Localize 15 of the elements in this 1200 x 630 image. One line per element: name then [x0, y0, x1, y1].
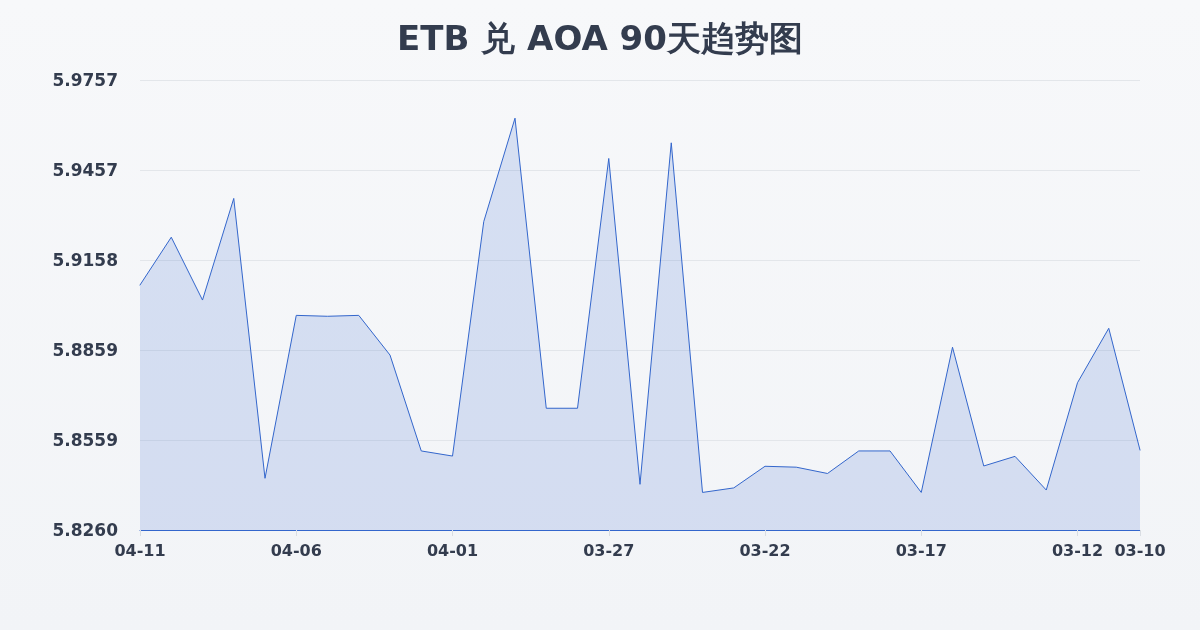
x-tick-label: 04-11	[114, 540, 166, 560]
x-tick-label: 04-01	[426, 540, 479, 560]
y-tick-label: 5.9457	[52, 160, 118, 181]
x-tick-label: 03-10	[1114, 540, 1166, 560]
chart-title: ETB 兑 AOA 90天趋势图	[397, 18, 803, 58]
x-tick-label: 03-17	[895, 540, 947, 560]
y-tick-label: 5.8559	[52, 430, 118, 451]
x-tick-label: 04-06	[270, 540, 322, 560]
y-tick-label: 5.9158	[52, 250, 118, 271]
y-tick-label: 5.9757	[52, 70, 118, 90]
y-tick-label: 5.8859	[52, 339, 118, 360]
x-tick-label: 03-12	[1051, 540, 1104, 560]
x-tick-label: 03-27	[583, 540, 635, 560]
y-tick-label: 5.8260	[52, 520, 119, 540]
x-tick-label: 03-22	[739, 540, 791, 560]
